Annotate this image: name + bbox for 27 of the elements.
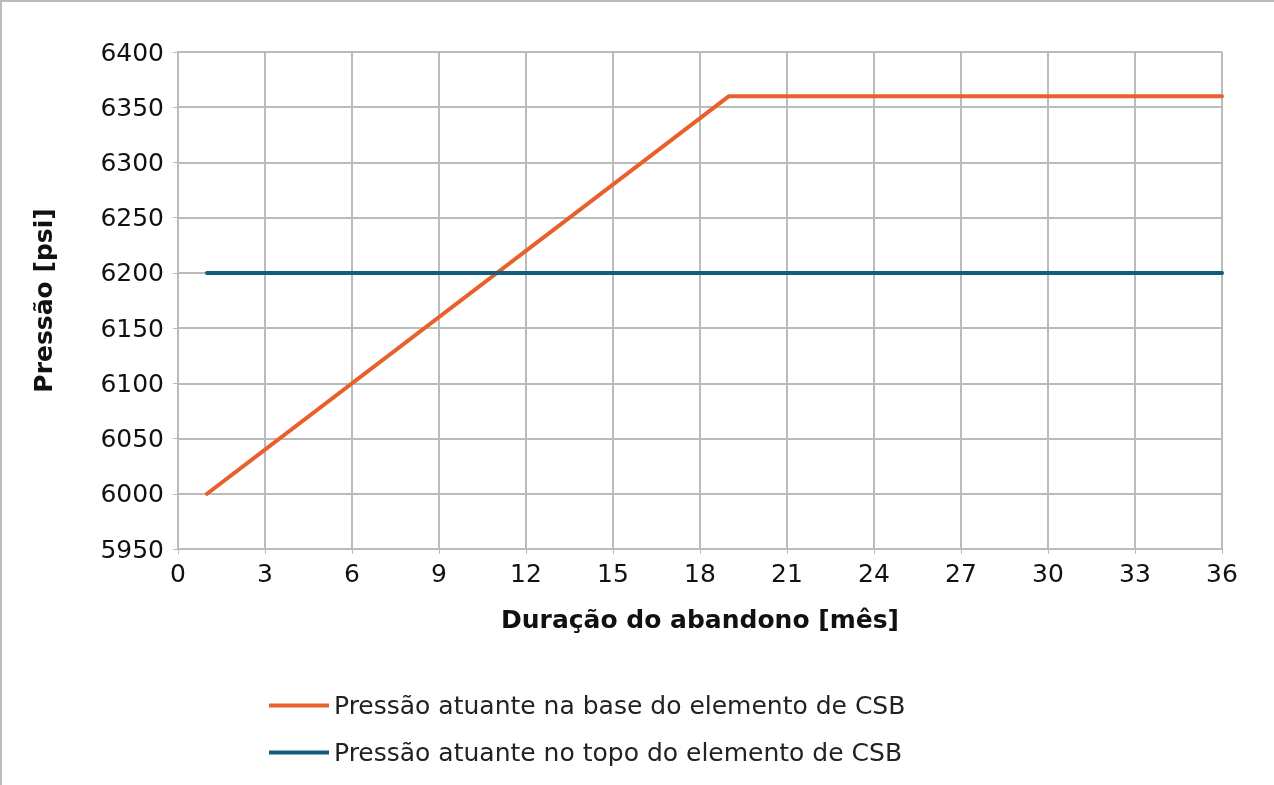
y-tick-label: 6350 [100, 92, 164, 122]
y-axis-title: Pressão [psi] [29, 208, 58, 393]
x-tick-label: 15 [597, 559, 629, 588]
y-tick-label: 6300 [100, 147, 164, 177]
y-tick-label: 6400 [100, 37, 164, 67]
x-tick-label: 18 [684, 559, 716, 588]
x-tick-label: 27 [945, 559, 977, 588]
x-tick-label: 36 [1206, 559, 1238, 588]
legend-label: Pressão atuante na base do elemento de CSB [334, 691, 906, 720]
legend-label: Pressão atuante no topo do elemento de CSB [334, 738, 903, 767]
x-tick-label: 30 [1032, 559, 1064, 588]
x-tick-label: 21 [771, 559, 803, 588]
y-tick-label: 6100 [100, 368, 164, 398]
x-tick-label: 0 [170, 559, 186, 588]
x-axis-title: Duração do abandono [mês] [500, 605, 900, 634]
y-tick-label: 6200 [100, 258, 164, 288]
x-tick-label: 6 [344, 559, 360, 588]
x-tick-label: 9 [431, 559, 447, 588]
y-tick-label: 6250 [100, 203, 164, 233]
y-tick-label: 6050 [100, 424, 164, 454]
x-tick-label: 33 [1119, 559, 1151, 588]
x-tick-label: 3 [257, 559, 273, 588]
x-tick-label: 24 [858, 559, 890, 588]
y-tick-label: 6000 [100, 479, 164, 509]
y-tick-label: 6150 [100, 313, 164, 343]
x-tick-label: 12 [510, 559, 542, 588]
y-tick-label: 5950 [100, 534, 164, 564]
